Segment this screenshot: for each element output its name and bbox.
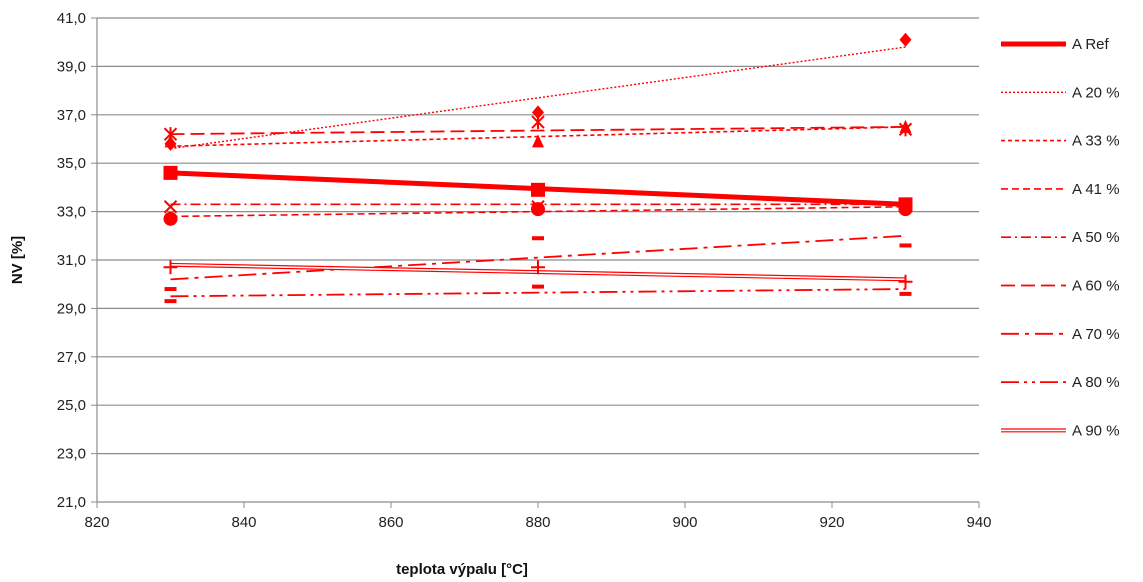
y-tick-label: 21,0 xyxy=(57,494,86,511)
y-tick-label: 39,0 xyxy=(57,58,86,75)
y-axis-title: NV [%] xyxy=(9,236,26,284)
x-tick-label: 940 xyxy=(966,514,991,531)
y-tick-label: 23,0 xyxy=(57,446,86,463)
legend-label: A 33 % xyxy=(1072,133,1120,150)
data-point-x xyxy=(531,200,545,214)
legend-label: A Ref xyxy=(1072,36,1110,53)
data-point-star xyxy=(898,122,913,137)
y-tick-label: 27,0 xyxy=(57,349,86,366)
axes xyxy=(91,17,980,508)
x-tick-label: 820 xyxy=(84,514,109,531)
data-point-dash xyxy=(164,287,177,292)
trend-line xyxy=(170,126,906,136)
data-point-diamond xyxy=(899,32,912,47)
data-point-dash xyxy=(532,236,544,241)
data-point-diamond xyxy=(532,105,544,120)
y-tick-label: 41,0 xyxy=(57,10,86,27)
data-point-triangle xyxy=(532,134,544,148)
data-point-circle xyxy=(898,202,913,217)
legend-label: A 80 % xyxy=(1072,374,1120,391)
legend-label: A 70 % xyxy=(1072,326,1120,343)
x-tick-label: 860 xyxy=(378,514,403,531)
data-point-plus xyxy=(898,274,913,289)
x-tick-labels: 820 840 860 880 900 920 940 xyxy=(84,514,991,531)
trend-line xyxy=(170,288,906,298)
y-tick-label: 37,0 xyxy=(57,107,86,124)
y-tick-label: 29,0 xyxy=(57,300,86,317)
data-point-dash xyxy=(899,291,912,296)
data-point-dash xyxy=(899,243,912,248)
trend-line xyxy=(170,234,906,281)
x-tick-label: 920 xyxy=(819,514,844,531)
data-point-circle xyxy=(163,211,178,226)
data-point-square xyxy=(531,182,545,197)
trend-lines xyxy=(170,46,906,298)
x-axis-title: teplota výpalu [°C] xyxy=(396,561,528,578)
data-point-x xyxy=(898,200,913,214)
data-point-star xyxy=(163,127,178,142)
y-tick-label: 25,0 xyxy=(57,397,86,414)
data-point-star xyxy=(531,115,545,130)
grid xyxy=(97,17,979,455)
legend-label: A 50 % xyxy=(1072,229,1120,246)
y-tick-labels: 21,0 23,0 25,0 27,0 29,0 31,0 33,0 35,0 37,0 39,0… xyxy=(57,10,86,511)
legend: A Ref A 20 % A 33 % A 41 % A 50 % A 60 % A 70 … xyxy=(1001,36,1120,439)
x-tick-label: 840 xyxy=(231,514,256,531)
data-markers xyxy=(163,32,913,304)
legend-label: A 20 % xyxy=(1072,84,1120,101)
data-point-plus xyxy=(531,260,545,275)
x-tick-label: 880 xyxy=(525,514,550,531)
y-tick-label: 35,0 xyxy=(57,155,86,172)
data-point-circle xyxy=(531,202,545,217)
data-point-dash xyxy=(532,284,544,289)
legend-label: A 90 % xyxy=(1072,422,1120,439)
x-tick-label: 900 xyxy=(672,514,697,531)
y-tick-label: 31,0 xyxy=(57,252,86,269)
legend-label: A 60 % xyxy=(1072,278,1120,295)
data-point-plus xyxy=(163,260,178,275)
data-point-square xyxy=(163,165,178,180)
data-point-x xyxy=(163,200,178,214)
legend-label: A 41 % xyxy=(1072,181,1120,198)
data-point-dash xyxy=(164,299,177,304)
y-tick-label: 33,0 xyxy=(57,204,86,221)
